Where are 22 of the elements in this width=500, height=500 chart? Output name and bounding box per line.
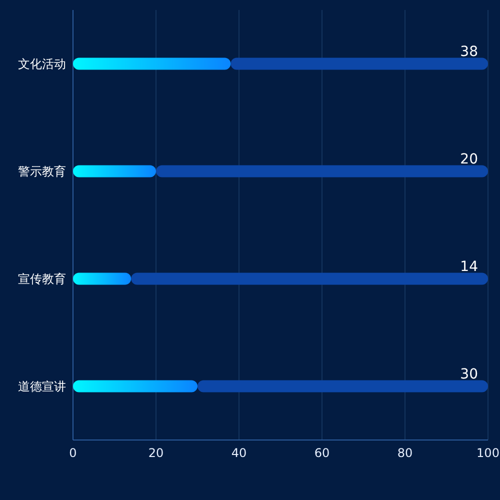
annotation: 30 bbox=[460, 366, 478, 382]
annotation: 20 bbox=[460, 151, 478, 168]
y-tick-label: 道德宣讲 bbox=[18, 379, 66, 394]
bar bbox=[73, 165, 156, 178]
bar bbox=[73, 58, 231, 70]
annotation: 38 bbox=[460, 44, 478, 60]
y-tick-label: 宣传教育 bbox=[18, 272, 66, 286]
y-tick-label: 文化活动 bbox=[18, 56, 66, 71]
x-tick-label: 20 bbox=[148, 446, 164, 460]
x-tick-label: 0 bbox=[69, 446, 77, 460]
bar bbox=[156, 165, 488, 178]
bar bbox=[73, 380, 198, 392]
x-tick-label: 100 bbox=[476, 446, 500, 460]
x-tick-label: 60 bbox=[314, 446, 330, 460]
annotation: 14 bbox=[460, 258, 478, 275]
bar bbox=[73, 272, 132, 285]
y-tick-label: 警示教育 bbox=[18, 164, 66, 178]
x-tick-label: 40 bbox=[231, 446, 247, 460]
x-tick-label: 80 bbox=[397, 446, 413, 460]
bar bbox=[230, 58, 488, 70]
bar bbox=[198, 380, 488, 392]
bar bbox=[131, 272, 488, 285]
